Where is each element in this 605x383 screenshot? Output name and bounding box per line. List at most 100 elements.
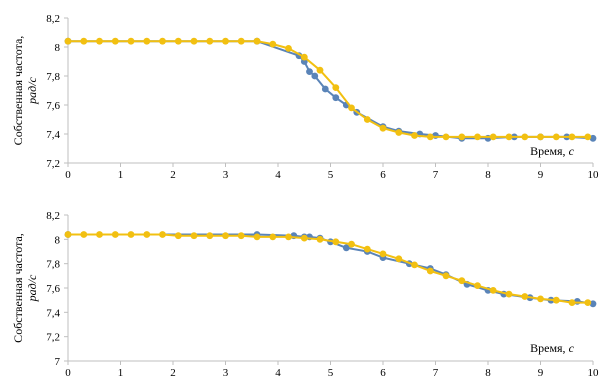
x-tick-label: 4 (275, 169, 281, 181)
data-point (206, 37, 214, 45)
data-point (316, 66, 324, 74)
data-point (80, 231, 88, 238)
x-tick-label: 0 (65, 367, 71, 379)
data-point (127, 37, 135, 45)
data-point (321, 85, 329, 93)
series-2 (64, 231, 592, 306)
x-tick-label: 1 (118, 169, 124, 181)
data-point (537, 133, 544, 141)
data-point (505, 133, 513, 141)
x-tick-label: 0 (65, 169, 71, 181)
y-tick-label: 7,6 (46, 100, 60, 112)
data-point (584, 133, 592, 141)
x-tick-label: 3 (223, 169, 229, 181)
data-point (489, 133, 497, 141)
data-point (80, 37, 88, 45)
data-point (159, 231, 166, 238)
x-axis-label: Время, с (530, 341, 574, 355)
data-point (568, 133, 576, 141)
x-tick-label: 6 (380, 169, 386, 181)
data-point (537, 295, 544, 303)
data-point (332, 238, 340, 246)
data-point (552, 133, 560, 141)
y-tick-label: 7,6 (46, 283, 60, 295)
data-point (332, 84, 340, 91)
data-point (589, 300, 597, 308)
data-point (411, 132, 418, 139)
data-point (442, 133, 450, 141)
y-axis-unit: рад/с (25, 76, 39, 104)
data-point (426, 267, 434, 275)
data-point (348, 240, 355, 248)
data-point (379, 250, 387, 258)
x-tick-label: 8 (485, 367, 491, 379)
data-point (311, 72, 319, 80)
data-point (222, 232, 229, 240)
series-line (68, 40, 594, 140)
data-point (96, 37, 103, 45)
data-point (174, 232, 182, 240)
data-point (96, 231, 103, 238)
data-point (159, 37, 166, 45)
y-tick-label: 8,2 (46, 13, 60, 25)
y-tick-label: 7,4 (46, 129, 60, 141)
data-point (300, 234, 308, 242)
data-point (363, 116, 371, 123)
data-point (442, 272, 450, 280)
data-point (269, 233, 277, 241)
data-point (521, 133, 529, 141)
data-point (379, 124, 387, 132)
series-line (68, 40, 588, 138)
data-point (348, 104, 355, 112)
data-point (206, 232, 214, 240)
data-point (552, 296, 560, 304)
x-tick-label: 7 (433, 169, 439, 181)
data-point (458, 277, 466, 285)
x-tick-label: 5 (328, 367, 334, 379)
data-point (458, 133, 466, 141)
x-tick-label: 5 (328, 169, 334, 181)
x-tick-label: 9 (538, 367, 544, 379)
data-point (64, 231, 72, 238)
data-point (474, 133, 481, 141)
y-axis-label: Собственная частота, (11, 233, 25, 343)
data-point (190, 37, 198, 45)
x-tick-label: 2 (170, 367, 176, 379)
data-point (64, 37, 72, 45)
data-point (395, 129, 403, 136)
data-point (127, 231, 135, 238)
y-axis-unit: рад/с (25, 274, 39, 302)
y-tick-label: 7 (55, 356, 61, 368)
x-tick-label: 7 (433, 367, 439, 379)
data-point (521, 293, 529, 300)
x-tick-label: 9 (538, 169, 544, 181)
chart-panel-2: 7 7,2 7,4 7,6 7,8 8 8,2 0 1 2 3 4 5 6 7 8 9 10 Собственная… (11, 210, 599, 379)
data-point (285, 233, 292, 241)
chart-panel-1: 7,2 7,4 7,6 7,8 8 8,2 0 1 2 3 4 5 6 7 8 9 10 Собственная … (11, 13, 599, 181)
data-point (174, 37, 182, 45)
data-point (363, 245, 371, 253)
data-point (489, 287, 497, 294)
data-point (474, 282, 481, 289)
x-tick-label: 8 (485, 169, 491, 181)
data-point (190, 232, 198, 240)
data-point (332, 94, 340, 102)
data-point (285, 45, 292, 52)
data-point (316, 235, 324, 243)
data-point (300, 53, 308, 61)
data-point (253, 233, 261, 241)
data-point (342, 244, 350, 252)
x-tick-label: 4 (275, 367, 281, 379)
data-point (143, 37, 151, 45)
data-point (111, 37, 119, 45)
data-point (395, 255, 403, 263)
data-point (269, 40, 277, 48)
series-1 (64, 37, 597, 142)
data-point (568, 299, 576, 306)
data-point (584, 299, 592, 306)
data-point (426, 133, 434, 141)
x-tick-label: 3 (223, 367, 229, 379)
data-point (111, 231, 119, 238)
data-point (411, 261, 418, 269)
